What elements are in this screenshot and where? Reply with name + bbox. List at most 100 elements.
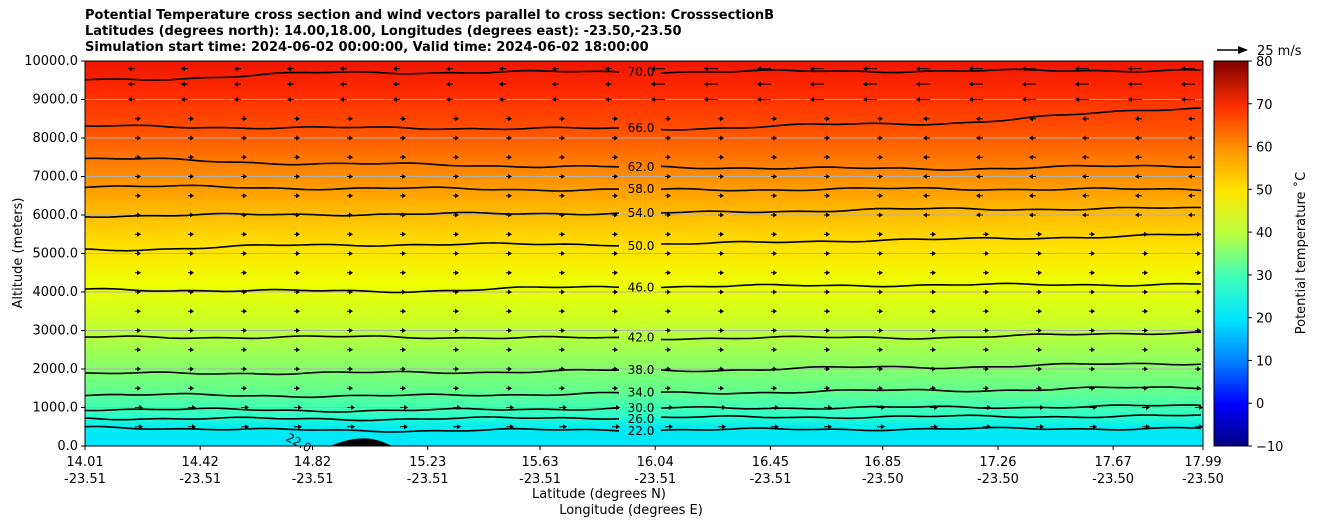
wind-vector-head [455,212,459,218]
wind-vector-head [667,212,671,218]
contour-line [661,206,1202,214]
wind-vector-head [243,135,247,141]
wind-vector-head [720,289,724,295]
wind-vector-head [826,251,830,256]
wind-vector-head [340,66,344,72]
wind-vector-head [810,97,814,102]
wind-vector-head [1029,154,1033,160]
wind-vector-head [128,81,132,87]
wind-vector-head [826,347,830,353]
y-axis-label: Altitude (meters) [11,198,26,309]
wind-vector-head [1197,366,1201,372]
wind-vector-head [916,81,920,87]
wind-vector-head [402,193,406,199]
wind-vector-head [932,251,936,256]
x-axis-label: Latitude (degrees N) [532,487,666,502]
wind-vector-head [508,135,512,141]
contour-line [85,157,620,169]
wind-vector-head [243,251,247,256]
contour-line [660,331,1202,341]
contour-labels: 22.026.030.034.0 38.0 42.0 46.0 50.0 54.0 58.0… [628,65,655,438]
x-tick-label-lon: -23.51 [749,472,791,487]
wind-vector-head [455,154,459,160]
contour-label: 34.0 [628,386,655,400]
wind-vector-head [1128,81,1132,87]
wind-vector-head [976,193,980,199]
wind-vector-head [508,289,512,295]
wind-vector-head [773,308,777,314]
wind-vector-head [828,424,832,430]
wind-vector-head [552,81,556,87]
wind-vector-head [508,154,512,160]
wind-vector-head [561,135,565,141]
wind-vector-head [190,231,194,237]
wind-vector-head [340,97,344,102]
wind-vector-head [605,81,609,87]
wind-vector-head [720,308,724,314]
wind-vector-head [287,81,291,87]
wind-vector-head [351,405,355,410]
wind-vector-head [863,97,867,102]
wind-vector-head [190,366,194,372]
wind-vector-head [1197,251,1201,256]
wind-vector-head [455,116,459,122]
wind-vector-head [296,174,300,179]
wind-vector-head [1197,270,1201,276]
wind-vector-head [1128,97,1132,102]
wind-vector-head [879,135,883,141]
contour-line [660,68,1202,74]
wind-vector-head [976,212,980,218]
wind-vector-head [614,308,618,314]
x-tick-label-lat: 15.23 [409,455,446,470]
wind-vector-head [296,347,300,353]
wind-vector-head [243,347,247,353]
wind-vector-head [287,66,291,72]
wind-vector-head [1144,289,1148,295]
wind-vector-head [969,81,973,87]
x-tick-label-lat: 14.01 [66,455,103,470]
wind-vector-head [402,135,406,141]
wind-vector-head [455,193,459,199]
wind-vector-head [1038,251,1042,256]
wind-vector-head [614,289,618,295]
wind-vector-head [1038,308,1042,314]
wind-vector-head [561,385,565,391]
y-axis: 0.0 1000.0 2000.0 3000.0 4000.0 5000.0 6000.0 7… [24,54,85,454]
wind-vector-head [561,270,565,276]
wind-vector-head [651,97,655,102]
contour-lines [85,68,1202,433]
wind-vector-head [720,135,724,141]
wind-vector-head [1082,212,1086,218]
wind-vector-head [923,193,927,199]
wind-vector-head [826,328,830,333]
wind-vector-head [826,289,830,295]
wind-vector-head [561,154,565,160]
contour-line [85,407,620,413]
contour-line [85,184,620,192]
x-tick-label-lon: -23.50 [862,472,904,487]
wind-vector-head [1135,135,1139,141]
wind-vector-head [245,405,249,410]
y-tick-label: 10000.0 [24,54,78,69]
wind-vector-head [1181,81,1185,87]
wind-vector-head [190,135,194,141]
wind-vector-head [826,270,830,276]
wind-vector-head [667,251,671,256]
colorbar-tick-label: 20 [1256,312,1273,327]
wind-vector-head [455,135,459,141]
wind-vector-head [976,174,980,179]
wind-vector-head [614,174,618,179]
colorbar-tick-label: 0 [1256,397,1264,412]
wind-vector-head [826,308,830,314]
wind-vector-head [614,193,618,199]
wind-vector-head [243,385,247,391]
wind-vector-head [1135,174,1139,179]
wind-vector-head [614,116,618,122]
contour-line [660,282,1202,289]
wind-vector-head [137,385,141,391]
x-tick-label-lon: -23.51 [407,472,449,487]
wind-vector-head [296,251,300,256]
contour-label: 38.0 [628,363,655,377]
wind-vector-head [402,385,406,391]
wind-vector-head [137,366,141,372]
